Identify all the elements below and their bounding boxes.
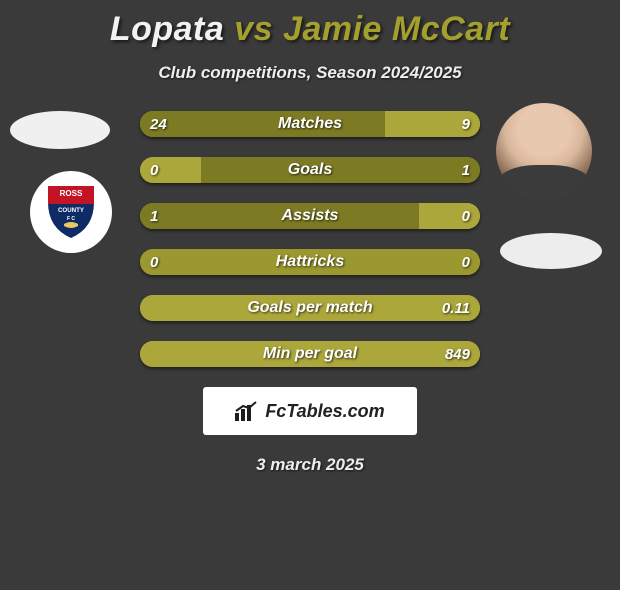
stat-bar: 24Matches9 bbox=[140, 111, 480, 137]
svg-text:F C: F C bbox=[67, 216, 75, 222]
stat-value-left: 0 bbox=[150, 157, 158, 183]
stat-bar: 1Assists0 bbox=[140, 203, 480, 229]
stat-value-right: 0 bbox=[462, 249, 470, 275]
stat-bars: 24Matches9 0Goals1 1Assists0 0Hattricks0 Goa… bbox=[140, 111, 480, 367]
stat-value-left: 1 bbox=[150, 203, 158, 229]
badge-text-bottom: COUNTY bbox=[58, 207, 85, 214]
player1-avatar-placeholder bbox=[10, 111, 110, 149]
stat-bar: Min per goal849 bbox=[140, 341, 480, 367]
fctables-logo-icon bbox=[235, 401, 257, 421]
stat-value-right: 0 bbox=[462, 203, 470, 229]
player1-club-badge: ROSS COUNTY F C bbox=[30, 171, 112, 253]
stat-bar: 0Hattricks0 bbox=[140, 249, 480, 275]
stat-value-right: 9 bbox=[462, 111, 470, 137]
stat-value-right: 849 bbox=[445, 341, 470, 367]
watermark: FcTables.com bbox=[203, 387, 417, 435]
shield-icon: ROSS COUNTY F C bbox=[46, 184, 96, 240]
comparison-title: Lopata vs Jamie McCart bbox=[0, 10, 620, 49]
watermark-text: FcTables.com bbox=[265, 401, 384, 422]
stat-bar: 0Goals1 bbox=[140, 157, 480, 183]
player2-avatar bbox=[496, 103, 592, 199]
comparison-stage: ROSS COUNTY F C 24Matches9 0Goals1 1Assist… bbox=[0, 111, 620, 475]
generated-date: 3 march 2025 bbox=[0, 455, 620, 475]
stat-value-left: 0 bbox=[150, 249, 158, 275]
stat-value-right: 1 bbox=[462, 157, 470, 183]
player2-club-badge-placeholder bbox=[500, 233, 602, 269]
player1-name: Lopata bbox=[110, 10, 224, 48]
badge-text-top: ROSS bbox=[60, 189, 83, 198]
subtitle: Club competitions, Season 2024/2025 bbox=[0, 63, 620, 83]
stat-bar: Goals per match0.11 bbox=[140, 295, 480, 321]
stat-value-right: 0.11 bbox=[442, 295, 470, 321]
vs-text: vs bbox=[234, 10, 273, 48]
stat-value-left: 24 bbox=[150, 111, 167, 137]
player2-name: Jamie McCart bbox=[283, 10, 510, 48]
